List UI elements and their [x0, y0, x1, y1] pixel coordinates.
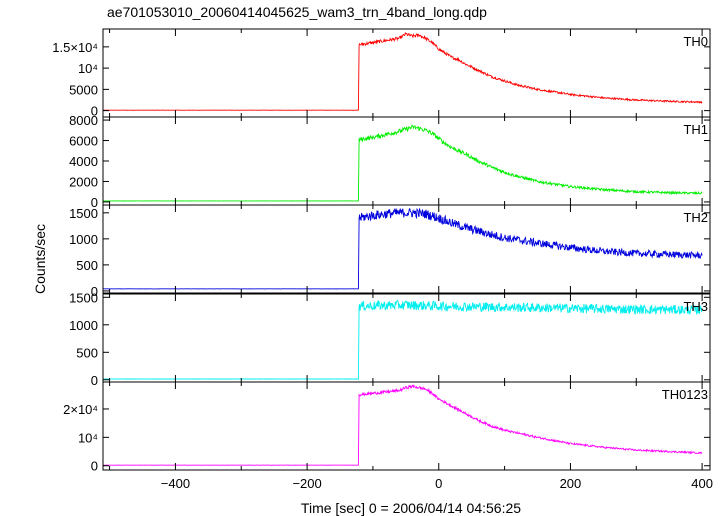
panel-frame — [102, 28, 711, 118]
x-tick-label: 400 — [691, 476, 713, 491]
y-tick-label: 500 — [76, 345, 98, 360]
panel-th2: 0 500 1000 1500 TH2 — [69, 204, 711, 299]
series-line-th3 — [102, 299, 703, 380]
panel-frame — [102, 204, 711, 294]
y-tick-label: 0 — [91, 373, 98, 388]
panel-th0: 0 5000 10⁴ 1.5×10⁴ TH0 — [52, 28, 711, 119]
y-tick-label: 1000 — [69, 232, 98, 247]
series-label-th2: TH2 — [683, 210, 708, 225]
x-tick-label: 200 — [560, 476, 582, 491]
panel-th0123: 0 10⁴ 2×10⁴ TH0123 — [63, 381, 711, 474]
y-tick-label: 2×10⁴ — [63, 402, 98, 417]
y-tick-label: 10⁴ — [78, 61, 98, 76]
y-tick-label: 2000 — [69, 174, 98, 189]
y-tick-label: 6000 — [69, 134, 98, 149]
series-line-th2 — [102, 207, 703, 290]
series-label-th1: TH1 — [683, 122, 708, 137]
series-label-th0: TH0 — [683, 34, 708, 49]
x-tick-label: −200 — [292, 476, 321, 491]
panel-frame — [102, 116, 711, 206]
panel-th3: 0 500 1000 1500 TH3 — [69, 290, 711, 388]
series-label-th0123: TH0123 — [662, 387, 708, 402]
y-tick-label: 1.5×10⁴ — [52, 40, 98, 55]
panel-frame — [102, 381, 711, 471]
y-tick-label: 8000 — [69, 113, 98, 128]
chart-title: ae701053010_20060414045625_wam3_trn_4ban… — [107, 4, 487, 20]
x-tick-label: −400 — [161, 476, 190, 491]
y-tick-label: 0 — [91, 195, 98, 210]
panel-th1: 0 2000 4000 6000 8000 TH1 — [69, 113, 711, 210]
y-tick-label: 10⁴ — [78, 430, 98, 445]
y-tick-label: 1500 — [69, 290, 98, 305]
y-tick-label: 4000 — [69, 154, 98, 169]
y-tick-label: 0 — [91, 284, 98, 299]
y-tick-label: 500 — [76, 258, 98, 273]
x-tick-label: 0 — [435, 476, 442, 491]
y-tick-label: 5000 — [69, 82, 98, 97]
y-tick-label: 1500 — [69, 206, 98, 221]
series-line-th0 — [103, 31, 703, 111]
series-line-th1 — [102, 124, 703, 202]
y-tick-label: 1000 — [69, 318, 98, 333]
series-label-th3: TH3 — [683, 299, 708, 314]
y-axis-label: Counts/sec — [32, 224, 48, 294]
series-line-th0123 — [103, 384, 703, 466]
y-tick-label: 0 — [91, 459, 98, 474]
x-axis-label: Time [sec] 0 = 2006/04/14 04:56:25 — [301, 500, 521, 516]
y-tick-label: 0 — [91, 104, 98, 119]
